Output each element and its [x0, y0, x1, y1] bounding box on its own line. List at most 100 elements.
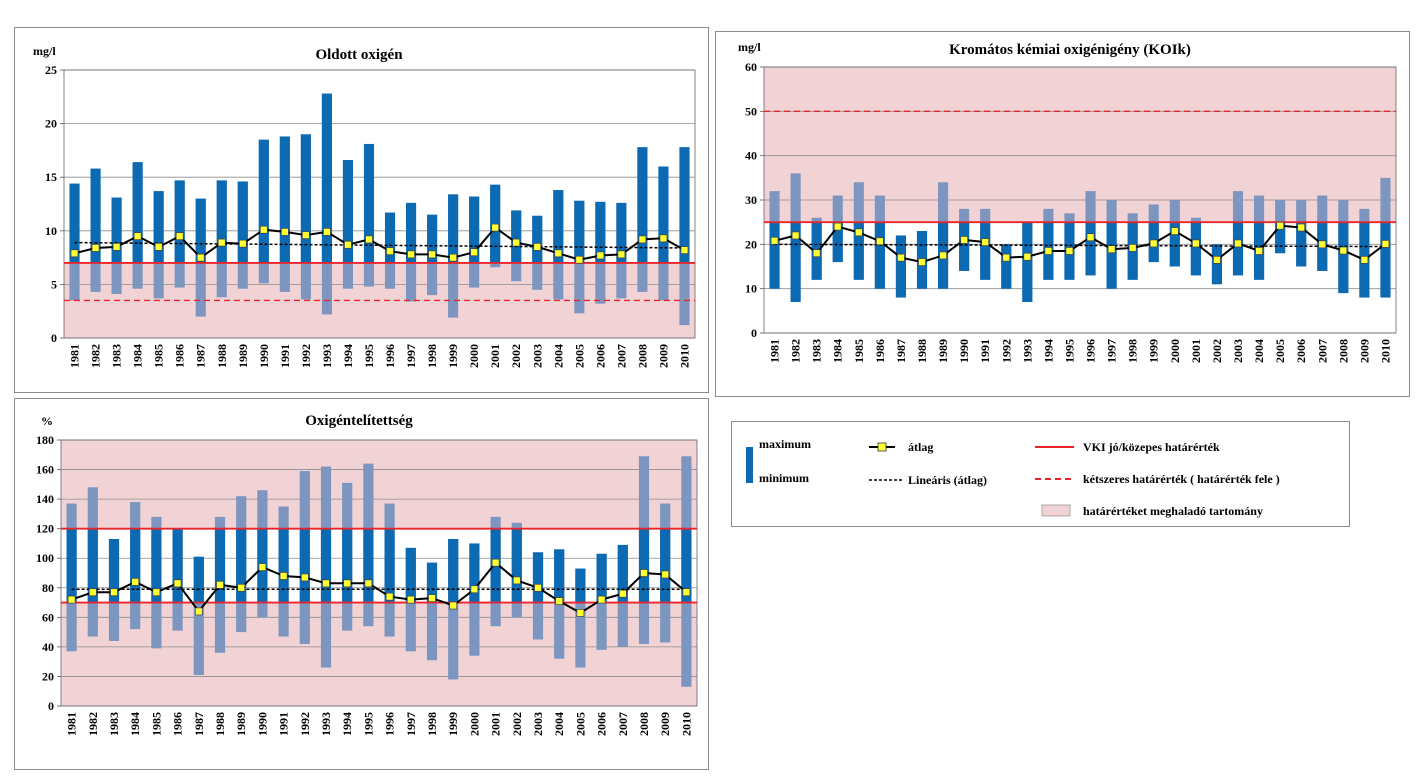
- average-marker: [302, 231, 310, 239]
- range-bar-inside: [1001, 244, 1012, 289]
- range-bar-inside: [660, 528, 671, 603]
- average-marker: [1107, 245, 1116, 254]
- range-bar-inside: [299, 528, 310, 603]
- average-marker: [449, 601, 458, 610]
- range-bar-inside: [384, 528, 395, 603]
- range-bar-inside: [874, 222, 885, 289]
- x-tick-label: 1993: [319, 712, 333, 736]
- legend-graphics: maximum minimum átlag Lineáris (átlag) V…: [746, 437, 1280, 518]
- range-bar-inside: [90, 168, 101, 263]
- average-marker: [680, 246, 689, 254]
- x-tick-label: 2010: [677, 344, 691, 368]
- x-tick-label: 1988: [915, 339, 929, 363]
- x-tick-label: 2007: [614, 344, 628, 368]
- range-bar-inside: [853, 222, 864, 280]
- average-marker: [533, 243, 542, 251]
- range-bar-inside: [427, 214, 438, 263]
- average-marker: [258, 563, 267, 571]
- average-marker: [470, 585, 479, 594]
- legend-linear-label: Lineáris (átlag): [908, 473, 987, 487]
- y-tick-label: 180: [36, 433, 54, 447]
- x-tick-label: 1988: [215, 344, 229, 368]
- x-tick-label: 1985: [152, 344, 166, 368]
- x-tick-label: 2000: [467, 712, 481, 736]
- x-tick-label: 1994: [1041, 339, 1055, 363]
- average-marker: [217, 238, 226, 247]
- chart-title: Oldott oxigén: [315, 47, 403, 63]
- range-bar-inside: [532, 215, 543, 263]
- average-marker: [770, 236, 779, 245]
- x-tick-label: 2002: [1210, 339, 1224, 363]
- x-tick-label: 1999: [1147, 339, 1161, 363]
- range-bar-inside: [193, 556, 204, 603]
- average-marker: [428, 594, 436, 602]
- x-tick-label: 1984: [831, 339, 845, 363]
- y-tick-label: 160: [36, 463, 54, 477]
- y-tick-label: 5: [51, 277, 57, 291]
- x-tick-label: 1997: [404, 344, 418, 368]
- x-tick-label: 2009: [658, 712, 672, 736]
- average-marker: [470, 248, 478, 257]
- average-line: [74, 226, 685, 261]
- x-tick-label: 1985: [149, 712, 163, 736]
- x-tick-label: 1984: [128, 712, 142, 736]
- range-bar-inside: [595, 201, 606, 263]
- y-tick-label: 140: [36, 492, 54, 506]
- x-tick-label: 1982: [789, 339, 803, 363]
- y-axis-unit: %: [41, 414, 53, 428]
- x-tick-label: 2003: [1231, 339, 1245, 363]
- average-marker: [194, 607, 203, 616]
- average-marker: [617, 250, 626, 259]
- average-marker: [1318, 240, 1327, 249]
- range-bar-inside: [300, 134, 311, 263]
- legend: maximum minimum átlag Lineáris (átlag) V…: [731, 421, 1350, 527]
- average-marker: [640, 569, 648, 577]
- y-tick-label: 60: [42, 610, 54, 624]
- average-marker: [175, 232, 184, 241]
- average-marker: [406, 595, 415, 604]
- range-bar-inside: [132, 162, 143, 263]
- range-bar-inside: [637, 147, 648, 263]
- y-tick-label: 40: [42, 640, 54, 654]
- x-tick-label: 2001: [489, 712, 503, 736]
- range-bar-inside: [108, 539, 120, 603]
- average-marker: [596, 251, 605, 260]
- x-tick-label: 1983: [810, 339, 824, 363]
- average-marker: [1149, 239, 1158, 248]
- x-tick-label: 1987: [192, 712, 206, 736]
- x-tick-label: 1982: [89, 344, 103, 368]
- x-tick-label: 2005: [572, 344, 586, 368]
- x-tick-label: 1994: [341, 344, 355, 368]
- average-marker: [491, 223, 500, 232]
- x-tick-label: 1996: [1084, 339, 1098, 363]
- x-tick-label: 1995: [361, 712, 375, 736]
- range-bar-inside: [658, 166, 669, 263]
- average-marker: [1023, 252, 1032, 261]
- range-bar-inside: [321, 93, 332, 263]
- x-tick-label: 1993: [1020, 339, 1034, 363]
- x-tick-label: 1982: [86, 712, 100, 736]
- range-bar-inside: [153, 191, 164, 263]
- average-marker: [1086, 233, 1095, 242]
- x-tick-label: 1981: [768, 339, 782, 363]
- average-marker: [1339, 246, 1348, 255]
- average-marker: [1065, 247, 1074, 255]
- range-bar-inside: [151, 528, 162, 603]
- x-tick-label: 1997: [404, 712, 418, 736]
- average-marker: [554, 249, 563, 258]
- average-marker: [812, 249, 821, 258]
- x-tick-label: 2006: [593, 344, 607, 368]
- range-bar-inside: [1296, 222, 1307, 267]
- plot-frame: [763, 66, 1397, 334]
- average-marker: [555, 597, 564, 605]
- x-tick-label: 1981: [65, 712, 79, 736]
- x-tick-label: 1986: [173, 344, 187, 368]
- average-marker: [661, 570, 670, 579]
- x-tick-label: 1985: [852, 339, 866, 363]
- y-tick-label: 40: [745, 149, 757, 163]
- x-tick-label: 1984: [131, 344, 145, 368]
- legend-avg-marker: [877, 442, 887, 452]
- average-marker: [300, 573, 309, 582]
- range-bar-inside: [511, 210, 522, 263]
- range-bar-outside: [193, 556, 204, 675]
